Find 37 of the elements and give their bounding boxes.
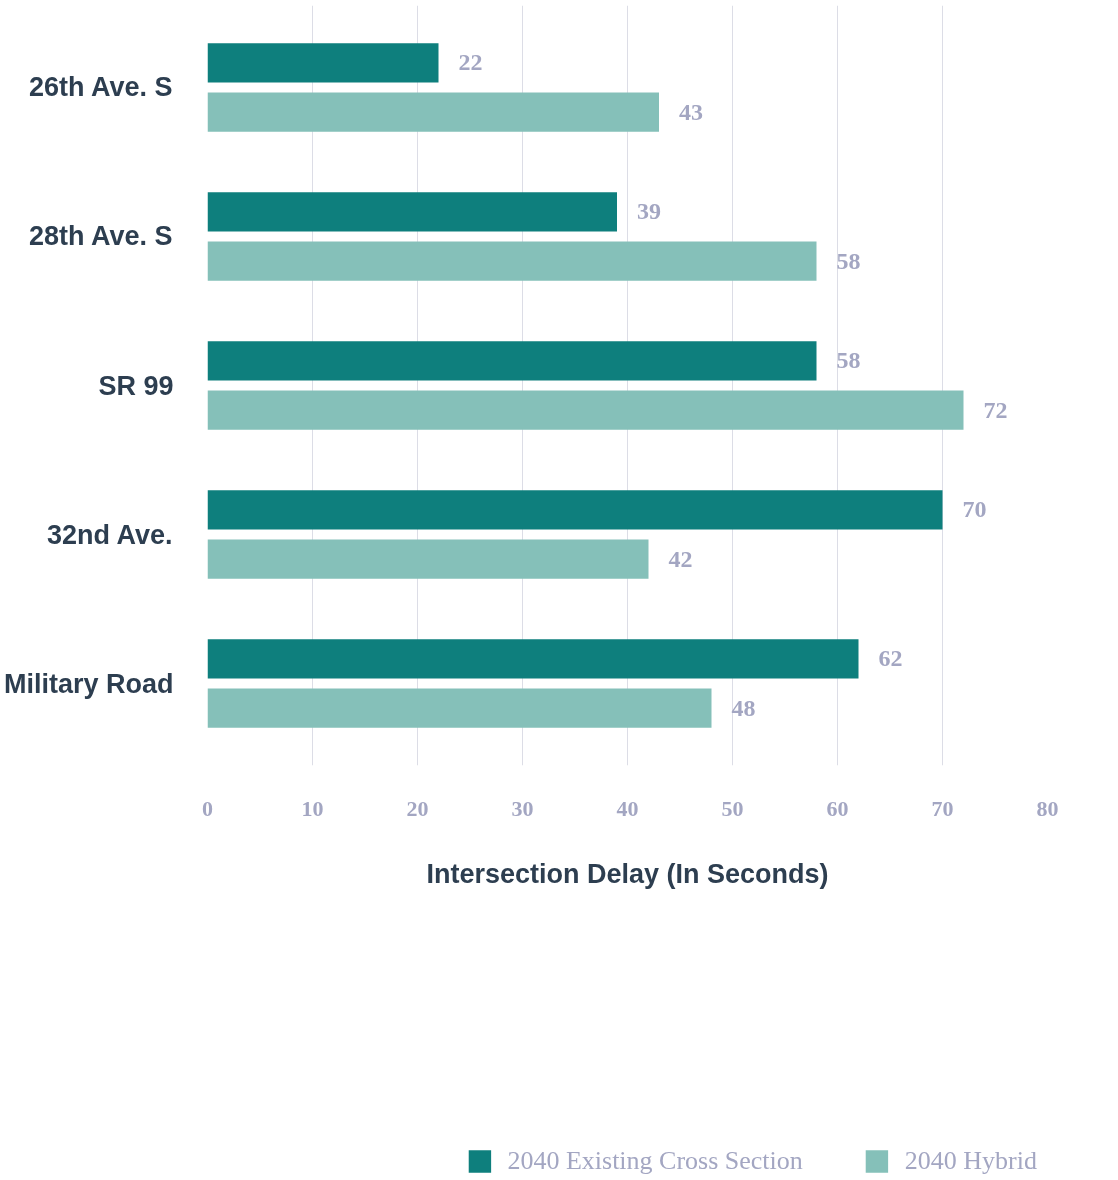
bar [207, 639, 859, 679]
data-label: 62 [878, 645, 903, 672]
x-tick-label: 50 [721, 795, 744, 821]
x-tick-label: 0 [202, 795, 213, 821]
data-label: 70 [962, 496, 987, 523]
x-tick-label: 70 [931, 795, 954, 821]
y-tick-label: 26th Ave. S [28, 72, 173, 103]
data-label: 58 [836, 347, 861, 374]
y-tick-label: SR 99 [98, 370, 174, 401]
data-label: 22 [458, 49, 483, 76]
y-tick-label: Military Road [3, 668, 174, 699]
bar [207, 192, 617, 232]
x-tick-label: 40 [616, 795, 639, 821]
x-tick-label: 30 [511, 795, 534, 821]
bar [207, 43, 439, 83]
x-axis-title: Intersection Delay (In Seconds) [426, 858, 829, 889]
data-label: 58 [836, 247, 861, 274]
x-tick-label: 10 [301, 795, 324, 821]
x-tick-label: 80 [1036, 795, 1059, 821]
y-tick-label: 32nd Ave. [46, 519, 173, 550]
legend-label: 2040 Existing Cross Section [507, 1146, 803, 1176]
bar [207, 539, 649, 579]
bar [207, 92, 659, 132]
data-label: 48 [731, 694, 756, 721]
x-tick-label: 60 [826, 795, 849, 821]
y-tick-label: 28th Ave. S [28, 221, 173, 252]
data-label: 72 [983, 396, 1008, 423]
bar [207, 688, 712, 728]
data-label: 39 [637, 198, 661, 225]
bar [207, 490, 943, 530]
data-label: 43 [679, 98, 703, 125]
x-tick-label: 20 [406, 795, 429, 821]
data-label: 42 [668, 545, 693, 572]
bar [207, 241, 817, 281]
legend-label: 2040 Hybrid [904, 1146, 1037, 1176]
bar [207, 341, 817, 381]
bar [207, 390, 964, 430]
